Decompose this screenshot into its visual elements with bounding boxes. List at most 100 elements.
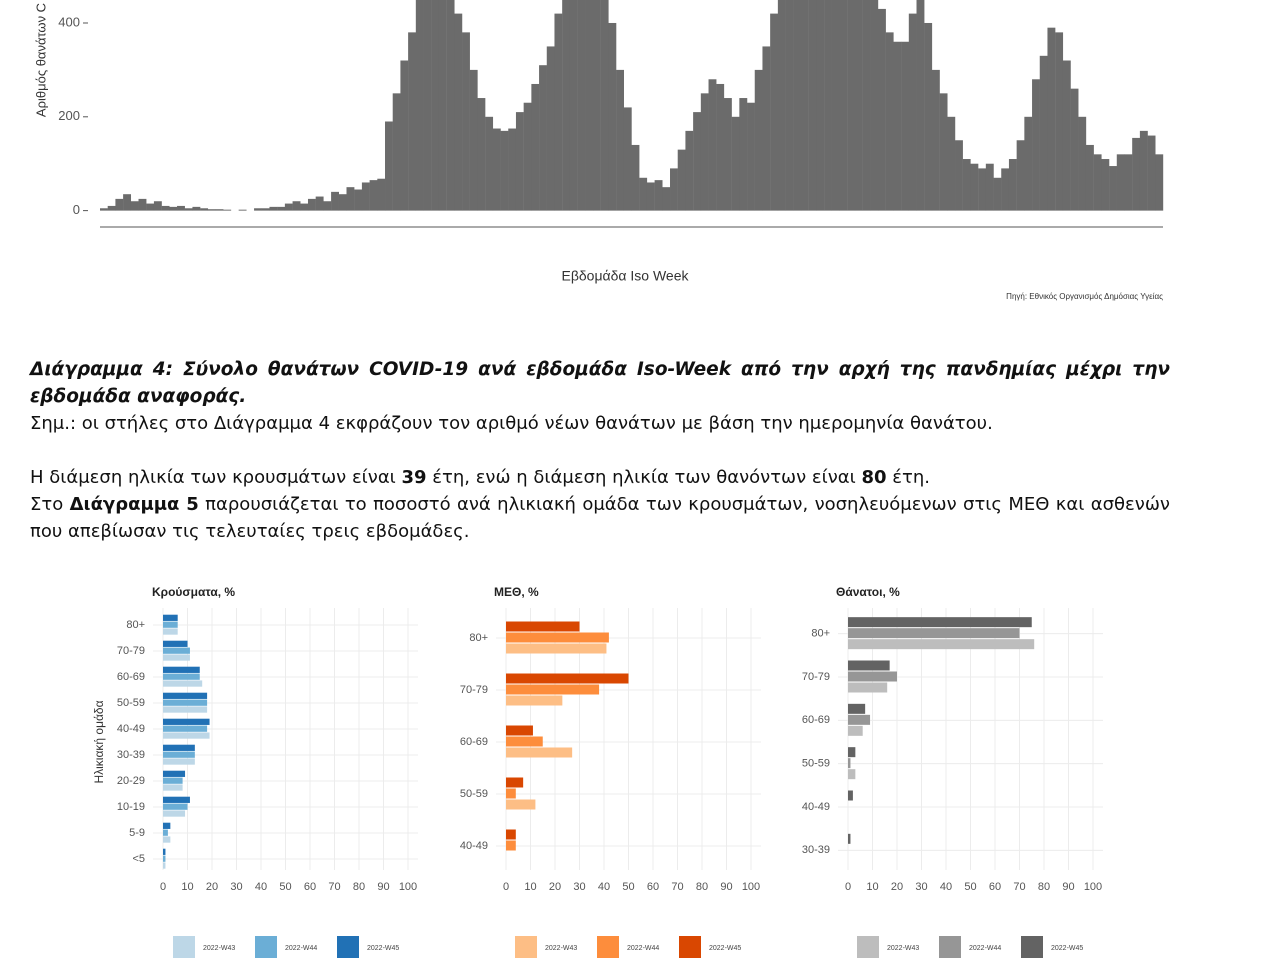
bar bbox=[877, 8, 886, 211]
bar bbox=[361, 182, 370, 211]
x-tick-label: 10 bbox=[181, 881, 193, 893]
bar bbox=[415, 0, 424, 211]
bar bbox=[163, 692, 208, 699]
bar bbox=[163, 803, 188, 810]
bar bbox=[377, 178, 386, 211]
bar bbox=[163, 758, 195, 765]
bar bbox=[546, 46, 555, 211]
bar bbox=[506, 788, 516, 799]
bar bbox=[1047, 27, 1056, 211]
x-tick-label: 80 bbox=[696, 881, 708, 893]
bar bbox=[723, 98, 732, 211]
x-tick-label: 70 bbox=[1013, 881, 1025, 893]
bar bbox=[469, 69, 478, 211]
bar bbox=[192, 206, 201, 211]
bar bbox=[608, 22, 617, 211]
bar bbox=[993, 177, 1002, 211]
bar bbox=[292, 201, 301, 211]
y-tick-label: 50-59 bbox=[117, 697, 145, 709]
bar bbox=[163, 829, 168, 836]
x-tick-label: 20 bbox=[206, 881, 218, 893]
bar bbox=[1093, 154, 1102, 211]
text-run: έτη, ενώ η διάμεση ηλικία των θανόντων ε… bbox=[426, 467, 862, 488]
bar bbox=[338, 194, 347, 211]
y-tick-label: 70-79 bbox=[460, 684, 488, 696]
bar bbox=[1078, 116, 1087, 211]
bar bbox=[1139, 130, 1148, 211]
legend-swatch bbox=[255, 936, 277, 958]
y-tick-label: 200 bbox=[58, 108, 80, 123]
x-tick-label: 20 bbox=[891, 881, 903, 893]
x-tick-label: 50 bbox=[622, 881, 634, 893]
text-run: 39 bbox=[401, 467, 427, 488]
bar bbox=[848, 628, 1020, 639]
bar bbox=[831, 0, 840, 211]
bar bbox=[848, 703, 866, 714]
bar bbox=[163, 751, 195, 758]
bar bbox=[631, 144, 640, 211]
bar bbox=[163, 673, 200, 680]
bar bbox=[677, 149, 686, 211]
y-axis-label: Ηλικιακή ομάδα bbox=[92, 700, 106, 783]
bar bbox=[506, 695, 563, 706]
bar bbox=[163, 822, 171, 829]
bar bbox=[1039, 55, 1048, 211]
bar bbox=[431, 0, 440, 211]
bar bbox=[939, 93, 948, 211]
bar bbox=[408, 32, 417, 211]
y-tick-label: 40-49 bbox=[460, 840, 488, 852]
bar bbox=[506, 736, 543, 747]
bar bbox=[163, 718, 210, 725]
x-tick-label: 0 bbox=[503, 881, 509, 893]
bar bbox=[901, 41, 910, 211]
bar bbox=[223, 209, 232, 211]
panel-title: ΜΕΘ, % bbox=[494, 585, 539, 599]
bar bbox=[261, 208, 270, 211]
y-tick-label: 70-79 bbox=[117, 645, 145, 657]
y-tick-label: 30-39 bbox=[802, 844, 830, 856]
legend-label: 2022-W45 bbox=[1051, 945, 1083, 952]
bar bbox=[1116, 154, 1125, 211]
bar bbox=[848, 617, 1032, 628]
y-tick-label: 5-9 bbox=[129, 827, 145, 839]
bar bbox=[163, 725, 208, 732]
bar bbox=[585, 0, 594, 211]
bar bbox=[754, 69, 763, 211]
bar bbox=[163, 680, 203, 687]
bar bbox=[777, 0, 786, 211]
x-tick-label: 100 bbox=[1084, 881, 1102, 893]
bar bbox=[531, 83, 540, 211]
bar bbox=[947, 116, 956, 211]
x-tick-label: 10 bbox=[866, 881, 878, 893]
bar bbox=[592, 0, 601, 211]
bar bbox=[506, 829, 516, 840]
bar bbox=[848, 714, 871, 725]
bar bbox=[163, 621, 178, 628]
bar bbox=[600, 0, 609, 211]
figure-caption: Διάγραμμα 4: Σύνολο θανάτων COVID-19 ανά… bbox=[30, 359, 1170, 407]
x-axis-label: Εβδομάδα Iso Week bbox=[561, 268, 689, 284]
bar bbox=[716, 83, 725, 211]
y-tick-label: 40-49 bbox=[802, 801, 830, 813]
bar bbox=[616, 69, 624, 211]
y-tick-label: 400 bbox=[58, 14, 80, 29]
bar bbox=[908, 13, 917, 211]
bar bbox=[523, 102, 532, 211]
bar bbox=[848, 769, 856, 780]
bar bbox=[1001, 168, 1010, 211]
bar bbox=[955, 140, 963, 211]
bar bbox=[385, 121, 393, 211]
x-tick-label: 90 bbox=[1062, 881, 1074, 893]
legend-label: 2022-W43 bbox=[203, 945, 235, 952]
legend-label: 2022-W44 bbox=[627, 945, 659, 952]
text-run: Διάγραμμα 5 bbox=[69, 494, 199, 515]
bar bbox=[163, 777, 183, 784]
bar bbox=[508, 128, 517, 211]
bar bbox=[123, 194, 132, 211]
bar bbox=[848, 682, 888, 693]
bar bbox=[161, 205, 170, 211]
bar bbox=[731, 116, 740, 211]
bar bbox=[506, 725, 533, 736]
bar bbox=[569, 0, 578, 211]
bar bbox=[163, 640, 188, 647]
